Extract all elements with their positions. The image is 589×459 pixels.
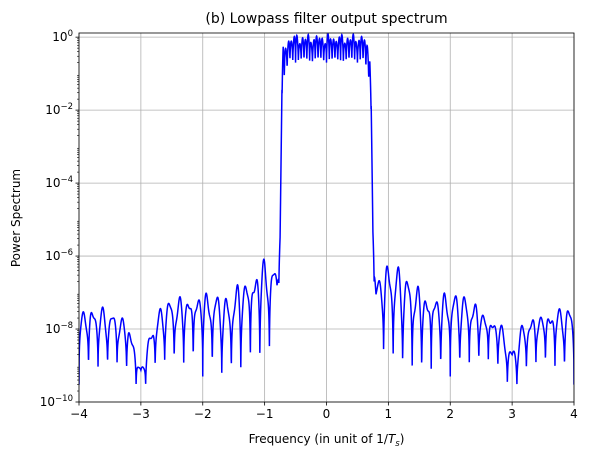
y-tick-label: 100 [52, 29, 73, 44]
x-tick-label: −4 [70, 407, 88, 421]
y-tick-base: 10 [45, 322, 60, 336]
x-tick-label: 0 [323, 407, 331, 421]
y-tick-base: 10 [40, 395, 55, 409]
chart-title: (b) Lowpass filter output spectrum [205, 11, 447, 27]
y-tick-base: 10 [52, 30, 67, 44]
x-tick-label: 2 [446, 407, 454, 421]
x-axis-label-close: ) [400, 432, 405, 446]
x-tick-label: 3 [508, 407, 516, 421]
x-tick-label: 1 [385, 407, 393, 421]
y-tick-exponent: −6 [60, 248, 73, 258]
y-tick-label: 10−2 [45, 102, 73, 117]
x-ticks: −4 −3 −2 −1 0 1 2 3 4 [70, 402, 578, 421]
y-tick-exponent: 0 [68, 29, 73, 39]
y-tick-label: 10−8 [45, 321, 73, 336]
y-tick-label: 10−6 [45, 248, 73, 263]
y-tick-label: 10−4 [45, 175, 73, 190]
y-tick-exponent: −4 [60, 175, 73, 185]
y-axis-label: Power Spectrum [9, 169, 23, 267]
plot-area [79, 33, 574, 385]
y-tick-exponent: −2 [60, 102, 73, 112]
x-axis-label-subscript: s [395, 439, 400, 449]
x-tick-label: −2 [194, 407, 212, 421]
y-tick-base: 10 [45, 176, 60, 190]
y-tick-exponent: −10 [55, 394, 73, 404]
grid-lines [78, 33, 575, 403]
x-tick-label: −1 [256, 407, 274, 421]
spectrum-line [79, 33, 574, 385]
x-axis-label-text: Frequency (in unit of 1/ [249, 432, 389, 446]
x-axis-label: Frequency (in unit of 1/Ts) [249, 432, 405, 449]
x-tick-label: −3 [132, 407, 150, 421]
y-tick-label: 10−10 [40, 394, 73, 409]
y-tick-exponent: −8 [60, 321, 73, 331]
y-tick-base: 10 [45, 249, 60, 263]
x-tick-label: 4 [570, 407, 578, 421]
y-tick-base: 10 [45, 103, 60, 117]
x-axis-label-symbol: T [388, 432, 397, 446]
